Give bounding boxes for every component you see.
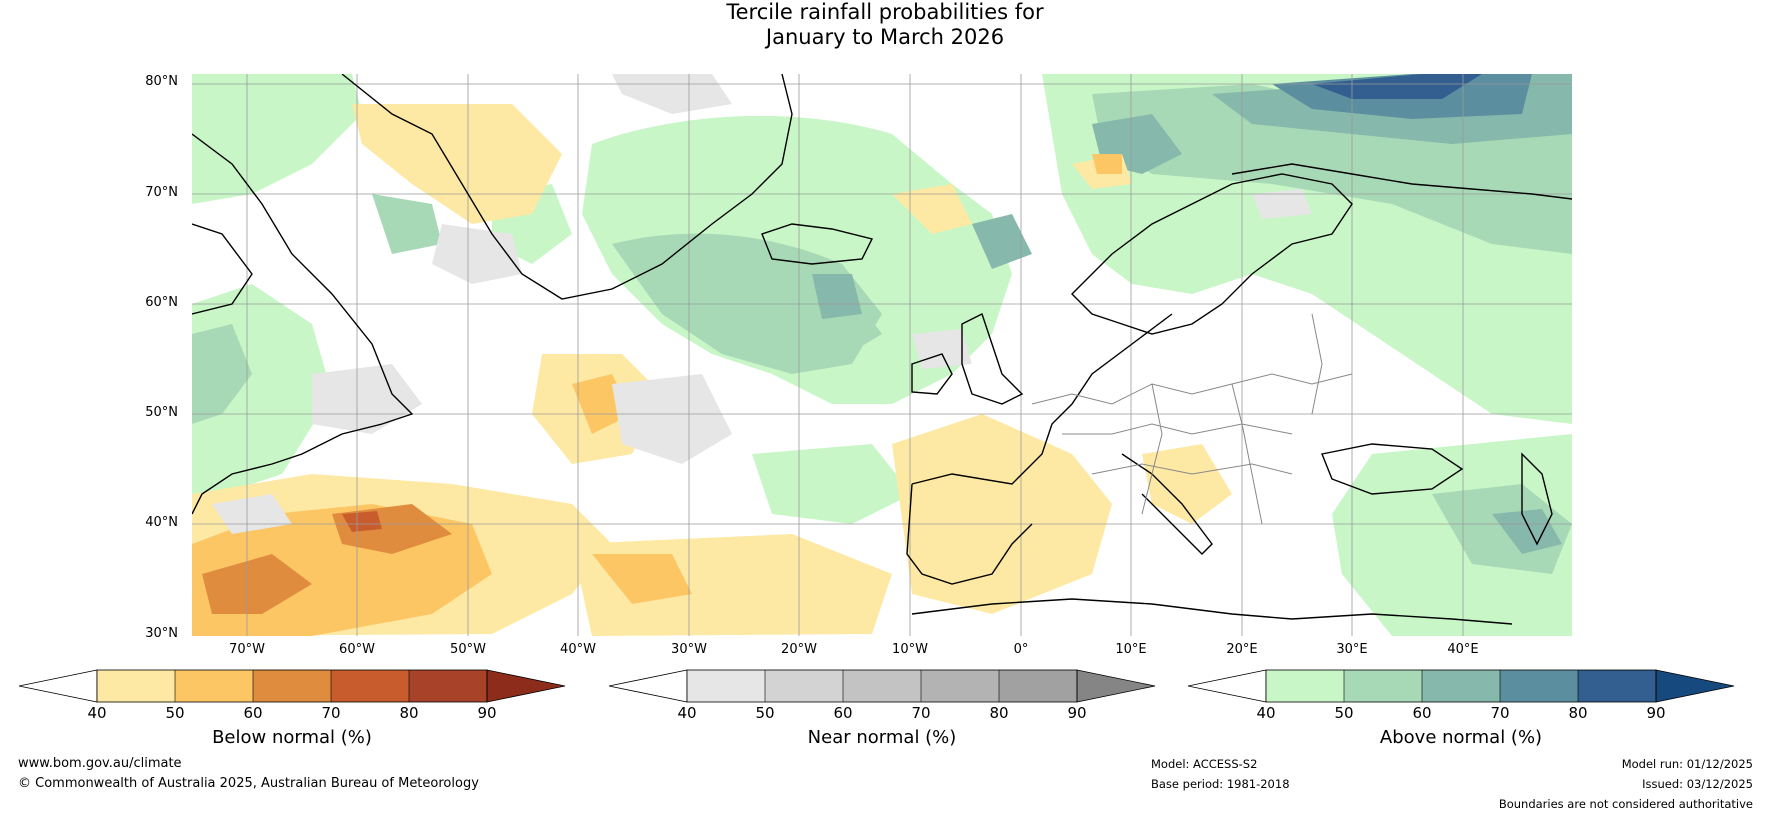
lon-label-10e: 10°E (1115, 642, 1147, 657)
lon-label-20e: 20°E (1226, 642, 1258, 657)
lon-label-0: 0° (1013, 642, 1029, 657)
cbar0-tick-70: 70 (321, 704, 341, 722)
cbar0-tick-90: 90 (477, 704, 497, 722)
colorbar-segment (843, 670, 921, 702)
colorbar-outline (96, 669, 488, 703)
lat-label-30n: 30°N (145, 626, 178, 641)
colorbar-extend-low (608, 669, 688, 703)
chart-title: Tercile rainfall probabilities for Janua… (0, 0, 1770, 50)
disclaimer-text: Boundaries are not considered authoritat… (1498, 797, 1753, 811)
below-normal-60-80 (202, 504, 452, 614)
above-normal-70-80 (1272, 74, 1532, 119)
colorbar-segment (999, 670, 1077, 702)
colorbar-extend-high (1076, 669, 1156, 703)
model-text: Model: ACCESS-S2 (1151, 757, 1258, 771)
colorbar-segment (97, 670, 175, 702)
website-text: www.bom.gov.au/climate (18, 756, 182, 771)
colorbar-segment (1266, 670, 1344, 702)
lat-label-60n: 60°N (145, 295, 178, 310)
colorbar-extend-high (486, 669, 566, 703)
lon-label-30w: 30°W (671, 642, 707, 657)
colorbar-extend-low (18, 669, 98, 703)
lon-label-50w: 50°W (450, 642, 486, 657)
cbar2-tick-70: 70 (1490, 704, 1510, 722)
model-run-text: Model run: 01/12/2025 (1621, 757, 1753, 771)
colorbar-segment (409, 670, 487, 702)
cbar0-tick-60: 60 (243, 704, 263, 722)
colorbar-segment (175, 670, 253, 702)
cbar2-tick-60: 60 (1412, 704, 1432, 722)
colorbar-near-normal-label: Near normal (%) (807, 727, 957, 748)
title-line-1: Tercile rainfall probabilities for (726, 0, 1044, 24)
colorbar-extend-high (1655, 669, 1735, 703)
lon-label-70w: 70°W (229, 642, 265, 657)
colorbar-below-normal (18, 669, 568, 703)
colorbar-below-normal-label: Below normal (%) (212, 727, 372, 748)
cbar1-tick-60: 60 (833, 704, 853, 722)
base-period-text: Base period: 1981-2018 (1151, 777, 1290, 791)
cbar1-tick-80: 80 (989, 704, 1009, 722)
cbar2-tick-80: 80 (1568, 704, 1588, 722)
lon-label-30e: 30°E (1336, 642, 1368, 657)
colorbar-segment (253, 670, 331, 702)
colorbar-extend-low (1187, 669, 1267, 703)
colorbar-near-normal-svg (608, 669, 1156, 703)
graticule (192, 74, 1572, 636)
lon-label-40w: 40°W (560, 642, 596, 657)
lat-label-80n: 80°N (145, 74, 178, 89)
lon-label-20w: 20°W (781, 642, 817, 657)
colorbar-near-normal (608, 669, 1158, 703)
near-normal-fields (212, 74, 1312, 534)
map-svg (192, 74, 1572, 636)
colorbar-outline (686, 669, 1078, 703)
country-borders (1031, 313, 1353, 525)
lon-label-60w: 60°W (339, 642, 375, 657)
lat-label-50n: 50°N (145, 405, 178, 420)
title-line-2: January to March 2026 (765, 25, 1005, 49)
lon-label-10w: 10°W (892, 642, 928, 657)
colorbar-outline (1265, 669, 1657, 703)
colorbar-segment (765, 670, 843, 702)
colorbar-above-normal-label: Above normal (%) (1379, 727, 1543, 748)
colorbar-segment (331, 670, 409, 702)
cbar1-tick-90: 90 (1067, 704, 1087, 722)
cbar0-tick-50: 50 (165, 704, 185, 722)
cbar2-tick-40: 40 (1256, 704, 1276, 722)
colorbar-above-normal-svg (1187, 669, 1735, 703)
colorbar-segment (687, 670, 765, 702)
lat-label-70n: 70°N (145, 185, 178, 200)
lon-label-40e: 40°E (1447, 642, 1479, 657)
coastlines (192, 74, 1572, 625)
cbar0-tick-80: 80 (399, 704, 419, 722)
lat-label-40n: 40°N (145, 515, 178, 530)
colorbar-segment (921, 670, 999, 702)
copyright-text: © Commonwealth of Australia 2025, Austra… (18, 776, 479, 791)
colorbar-segment (1422, 670, 1500, 702)
cbar1-tick-70: 70 (911, 704, 931, 722)
colorbar-below-normal-svg (18, 669, 566, 703)
rainfall-probability-map (192, 74, 1572, 636)
colorbar-segment (1500, 670, 1578, 702)
colorbar-segment (1578, 670, 1656, 702)
cbar1-tick-40: 40 (677, 704, 697, 722)
cbar0-tick-40: 40 (87, 704, 107, 722)
cbar2-tick-50: 50 (1334, 704, 1354, 722)
cbar1-tick-50: 50 (755, 704, 775, 722)
cbar2-tick-90: 90 (1646, 704, 1666, 722)
issued-text: Issued: 03/12/2025 (1642, 777, 1753, 791)
colorbar-above-normal (1187, 669, 1737, 703)
colorbar-segment (1344, 670, 1422, 702)
